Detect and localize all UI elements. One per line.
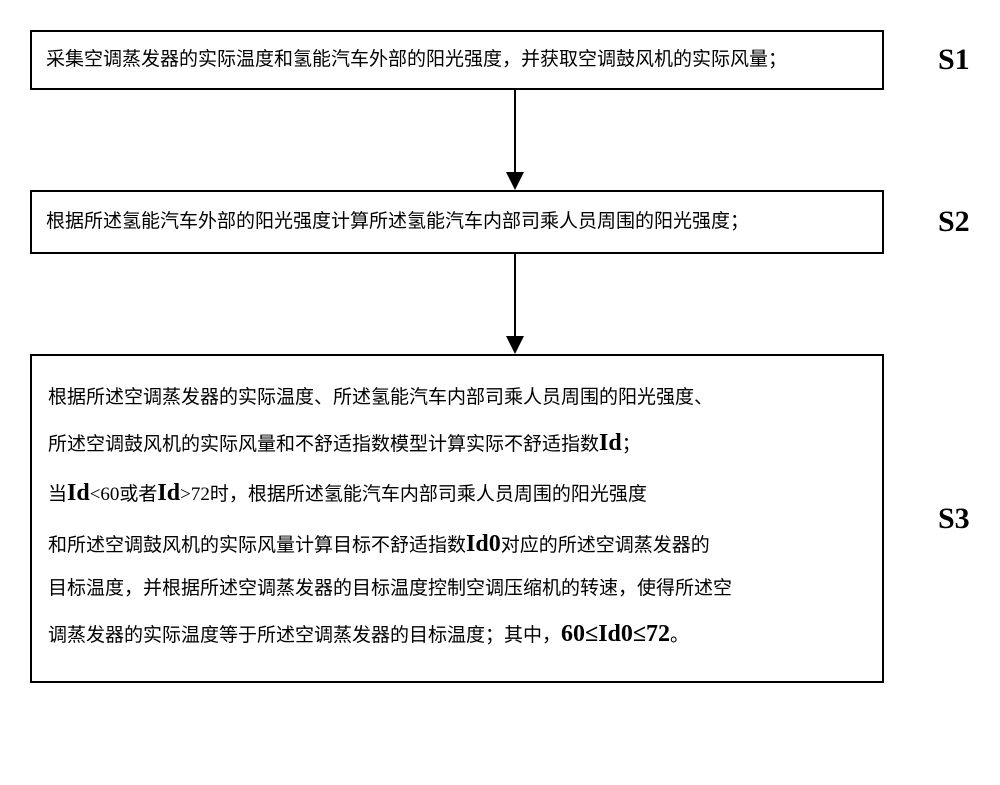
s3-l6b: 。	[670, 625, 689, 646]
s3-l3c: >72时，根据所述氢能汽车内部司乘人员周围的阳光强度	[180, 484, 647, 505]
s3-l4v: Id0	[466, 531, 501, 557]
tick-s1	[884, 59, 920, 61]
arrow-svg-2	[500, 254, 530, 354]
step-s2-box: 根据所述氢能汽车外部的阳光强度计算所述氢能汽车内部司乘人员周围的阳光强度；	[30, 190, 884, 254]
step-s1-label: S1	[938, 43, 970, 77]
s3-l3b: <60或者	[90, 484, 158, 505]
tick-s3	[884, 518, 920, 520]
tick-s2	[884, 221, 920, 223]
s3-l3v2: Id	[157, 480, 180, 506]
s3-l4a: 和所述空调鼓风机的实际风量计算目标不舒适指数	[48, 535, 466, 556]
s3-l6v: 60≤Id0≤72	[561, 621, 670, 647]
step-s3-label: S3	[938, 502, 970, 536]
s3-l2v: Id	[599, 430, 622, 456]
s3-l1a: 根据所述空调蒸发器的实际温度、所述氢能汽车内部司乘人员周围的阳光强度、	[48, 387, 713, 408]
s3-line2: 所述空调鼓风机的实际风量和不舒适指数模型计算实际不舒适指数Id；	[48, 418, 866, 468]
s3-l3a: 当	[48, 484, 67, 505]
step-s3-row: 根据所述空调蒸发器的实际温度、所述氢能汽车内部司乘人员周围的阳光强度、 所述空调…	[0, 354, 1000, 683]
s3-line3: 当Id<60或者Id>72时，根据所述氢能汽车内部司乘人员周围的阳光强度	[48, 468, 866, 518]
s3-l2a: 所述空调鼓风机的实际风量和不舒适指数模型计算实际不舒适指数	[48, 434, 599, 455]
step-s2-label: S2	[938, 205, 970, 239]
step-s2-text: 根据所述氢能汽车外部的阳光强度计算所述氢能汽车内部司乘人员周围的阳光强度；	[46, 203, 749, 240]
step-s1-text: 采集空调蒸发器的实际温度和氢能汽车外部的阳光强度，并获取空调鼓风机的实际风量；	[46, 41, 787, 78]
step-s3-box: 根据所述空调蒸发器的实际温度、所述氢能汽车内部司乘人员周围的阳光强度、 所述空调…	[30, 354, 884, 683]
s3-l3v1: Id	[67, 480, 90, 506]
s3-l4b: 对应的所述空调蒸发器的	[501, 535, 710, 556]
s3-line5: 目标温度，并根据所述空调蒸发器的目标温度控制空调压缩机的转速，使得所述空	[48, 569, 866, 609]
arrow-svg-1	[500, 90, 530, 190]
s3-line6: 调蒸发器的实际温度等于所述空调蒸发器的目标温度；其中，60≤Id0≤72。	[48, 609, 866, 659]
step-s2-row: 根据所述氢能汽车外部的阳光强度计算所述氢能汽车内部司乘人员周围的阳光强度； S2	[0, 190, 1000, 254]
arrow-s2-s3	[88, 254, 942, 354]
arrow-s1-s2	[88, 90, 942, 190]
step-s1-row: 采集空调蒸发器的实际温度和氢能汽车外部的阳光强度，并获取空调鼓风机的实际风量； …	[0, 30, 1000, 90]
flowchart-container: 采集空调蒸发器的实际温度和氢能汽车外部的阳光强度，并获取空调鼓风机的实际风量； …	[0, 30, 1000, 683]
s3-l2b: ；	[622, 434, 641, 455]
s3-line4: 和所述空调鼓风机的实际风量计算目标不舒适指数Id0对应的所述空调蒸发器的	[48, 519, 866, 569]
step-s1-box: 采集空调蒸发器的实际温度和氢能汽车外部的阳光强度，并获取空调鼓风机的实际风量；	[30, 30, 884, 90]
s3-line1: 根据所述空调蒸发器的实际温度、所述氢能汽车内部司乘人员周围的阳光强度、	[48, 378, 866, 418]
s3-l6a: 调蒸发器的实际温度等于所述空调蒸发器的目标温度；其中，	[48, 625, 561, 646]
s3-l5: 目标温度，并根据所述空调蒸发器的目标温度控制空调压缩机的转速，使得所述空	[48, 578, 732, 599]
